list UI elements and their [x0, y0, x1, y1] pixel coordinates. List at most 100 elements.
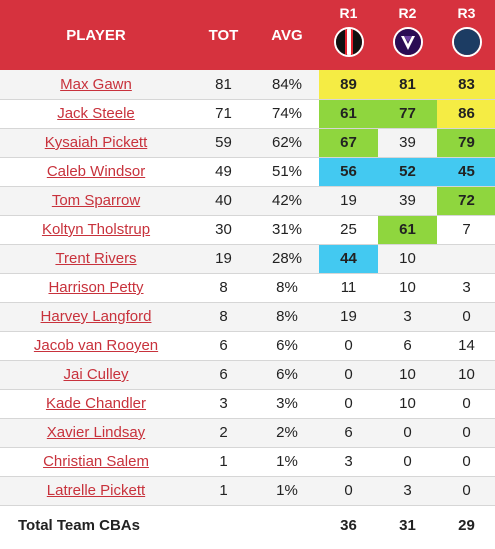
round-3-cell: 10 — [458, 366, 475, 383]
player-link[interactable]: Harvey Langford — [40, 308, 152, 325]
player-cell: Caleb Windsor — [0, 157, 192, 186]
total-tot-empty — [192, 505, 255, 545]
round-2-cell: 3 — [403, 482, 412, 499]
player-cell: Harvey Langford — [0, 302, 192, 331]
geelong-logo-icon — [451, 27, 482, 57]
table-row: Jai Culley 6 6% 0 10 10 — [0, 360, 495, 389]
tot-cell: 8 — [219, 308, 228, 325]
round-3-cell: 3 — [462, 279, 471, 296]
player-link[interactable]: Tom Sparrow — [51, 192, 141, 209]
avg-cell: 62% — [271, 134, 303, 151]
round-2-cell: 39 — [399, 134, 416, 151]
player-link[interactable]: Max Gawn — [60, 75, 132, 93]
player-link[interactable]: Xavier Lindsay — [46, 424, 146, 441]
round-1-cell: 67 — [319, 128, 378, 157]
player-link[interactable]: Kysaiah Pickett — [44, 134, 148, 151]
round-1-cell: 11 — [340, 279, 357, 296]
player-cell: Jack Steele — [0, 99, 192, 128]
player-cell: Christian Salem — [0, 447, 192, 476]
player-link[interactable]: Jack Steele — [57, 105, 135, 122]
round-3-cell: 0 — [462, 308, 471, 325]
total-r2: 31 — [399, 516, 416, 534]
round-1-cell: 3 — [344, 453, 353, 470]
avg-cell: 42% — [271, 192, 303, 209]
total-avg-empty — [255, 505, 319, 545]
player-link[interactable]: Christian Salem — [43, 453, 149, 470]
round-3-cell: 14 — [458, 337, 475, 354]
round-1-cell: 0 — [344, 337, 353, 354]
header-player[interactable]: PLAYER — [66, 26, 126, 44]
player-link[interactable]: Latrelle Pickett — [46, 482, 146, 499]
tot-cell: 3 — [219, 395, 228, 412]
avg-cell: 1% — [276, 482, 298, 499]
player-link[interactable]: Caleb Windsor — [46, 163, 146, 180]
tot-cell: 1 — [219, 453, 228, 470]
table-row: Christian Salem 1 1% 3 0 0 — [0, 447, 495, 476]
player-cell: Jai Culley — [0, 360, 192, 389]
round-1-cell: 89 — [319, 70, 378, 99]
round-3-cell: 0 — [462, 424, 471, 441]
round-2-cell: 10 — [399, 366, 416, 383]
player-cell: Jacob van Rooyen — [0, 331, 192, 360]
player-link[interactable]: Harrison Petty — [48, 279, 144, 296]
header-round-2[interactable]: R2 — [378, 0, 437, 70]
avg-cell: 74% — [271, 105, 303, 122]
avg-cell: 3% — [276, 395, 298, 412]
round-2-cell: 10 — [399, 279, 416, 296]
header-avg[interactable]: AVG — [271, 26, 303, 44]
player-cell: Tom Sparrow — [0, 186, 192, 215]
round-1-cell: 19 — [340, 192, 357, 209]
tot-cell: 6 — [219, 366, 228, 383]
total-r3: 29 — [458, 516, 475, 534]
table-row: Tom Sparrow 40 42% 19 39 72 — [0, 186, 495, 215]
round-1-cell: 61 — [319, 99, 378, 128]
tot-cell: 2 — [219, 424, 228, 441]
round-3-cell — [437, 244, 495, 273]
avg-cell: 6% — [276, 337, 298, 354]
table-row: Harvey Langford 8 8% 19 3 0 — [0, 302, 495, 331]
player-cell: Latrelle Pickett — [0, 476, 192, 505]
header-row: PLAYER TOT AVG R1 R2 — [0, 0, 495, 70]
round-1-cell: 0 — [344, 366, 353, 383]
round-2-cell: 39 — [399, 192, 416, 209]
round-2-cell: 81 — [378, 70, 437, 99]
player-link[interactable]: Trent Rivers — [55, 250, 137, 267]
player-cell: Xavier Lindsay — [0, 418, 192, 447]
round-2-cell: 10 — [399, 250, 416, 267]
player-cell: Harrison Petty — [0, 273, 192, 302]
header-round-1[interactable]: R1 — [319, 0, 378, 70]
tot-cell: 30 — [215, 221, 232, 238]
round-3-cell: 86 — [437, 99, 495, 128]
avg-cell: 31% — [271, 221, 303, 238]
total-label: Total Team CBAs — [18, 516, 140, 534]
round-1-cell: 44 — [319, 244, 378, 273]
header-tot[interactable]: TOT — [208, 26, 239, 44]
round-3-cell: 0 — [462, 395, 471, 412]
round-3-cell: 79 — [437, 128, 495, 157]
table-row: Jacob van Rooyen 6 6% 0 6 14 — [0, 331, 495, 360]
round-2-cell: 0 — [403, 453, 412, 470]
header-round-3[interactable]: R3 — [437, 0, 495, 70]
player-link[interactable]: Kade Chandler — [45, 395, 147, 412]
round-label: R1 — [339, 5, 358, 21]
round-1-cell: 0 — [344, 395, 353, 412]
table-row: Xavier Lindsay 2 2% 6 0 0 — [0, 418, 495, 447]
avg-cell: 8% — [276, 279, 298, 296]
player-link[interactable]: Koltyn Tholstrup — [41, 221, 151, 238]
round-3-cell: 0 — [462, 482, 471, 499]
player-link[interactable]: Jacob van Rooyen — [33, 337, 159, 354]
tot-cell: 49 — [215, 163, 232, 180]
player-cell: Kysaiah Pickett — [0, 128, 192, 157]
round-3-cell: 45 — [437, 157, 495, 186]
table-row: Jack Steele 71 74% 61 77 86 — [0, 99, 495, 128]
avg-cell: 84% — [271, 75, 303, 93]
round-1-cell: 19 — [340, 308, 357, 325]
table-row: Harrison Petty 8 8% 11 10 3 — [0, 273, 495, 302]
tot-cell: 8 — [219, 279, 228, 296]
tot-cell: 59 — [215, 134, 232, 151]
round-3-cell: 83 — [437, 70, 495, 99]
tot-cell: 1 — [219, 482, 228, 499]
player-link[interactable]: Jai Culley — [63, 366, 129, 383]
round-label: R3 — [457, 5, 476, 21]
